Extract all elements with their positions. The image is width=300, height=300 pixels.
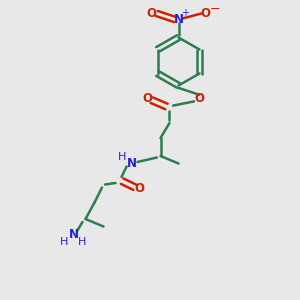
Text: H: H: [118, 152, 127, 162]
Text: N: N: [127, 157, 137, 170]
Text: H: H: [78, 237, 86, 248]
Text: O: O: [200, 7, 211, 20]
Text: −: −: [209, 2, 220, 16]
Text: H: H: [60, 237, 69, 248]
Text: +: +: [181, 8, 189, 18]
Text: N: N: [68, 227, 79, 241]
Text: O: O: [142, 92, 152, 106]
Text: O: O: [134, 182, 145, 195]
Text: N: N: [173, 13, 184, 26]
Text: O: O: [194, 92, 205, 106]
Text: O: O: [146, 7, 157, 20]
